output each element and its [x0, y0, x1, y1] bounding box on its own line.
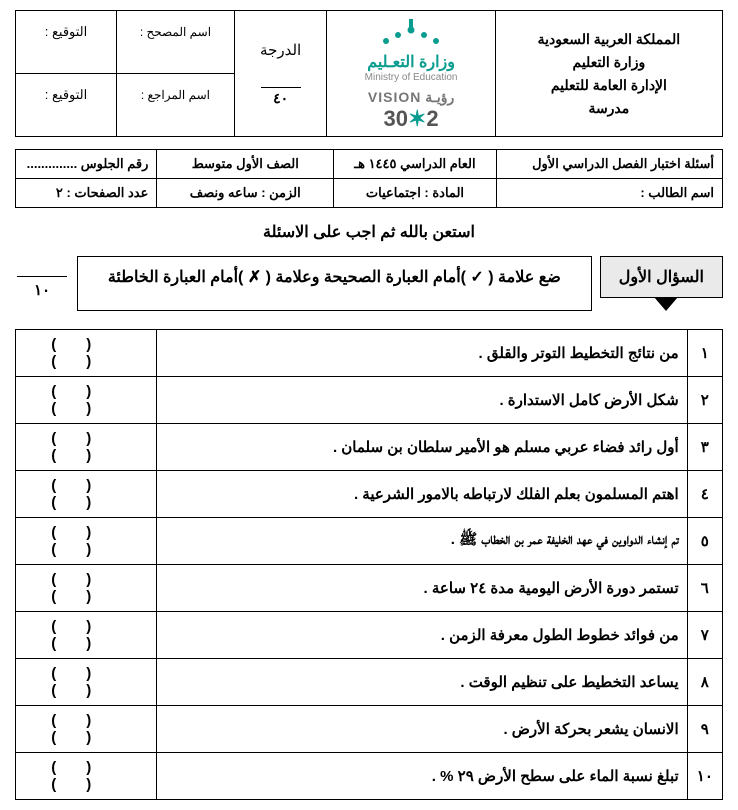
row-statement: اهتم المسلمون بعلم الفلك لارتباطه بالامو… — [157, 471, 687, 518]
question-header-row: السؤال الأول ضع علامة ( ✓ )أمام العبارة … — [15, 256, 723, 311]
reviewer-label: اسم المراجع : — [121, 88, 230, 102]
table-row: ٩الانسان يشعر بحركة الأرض .()() — [16, 706, 723, 753]
signature-cell-1: التوقيع : — [16, 11, 117, 74]
row-statement: تم إنشاء الدواوين في عهد الخليفة عمر بن … — [157, 518, 687, 565]
row-number: ٤ — [687, 471, 722, 518]
true-false-table: ١من نتائج التخطيط التوتر والقلق .()()٢شك… — [15, 329, 723, 800]
org-info-cell: المملكة العربية السعودية وزارة التعليم ا… — [495, 11, 722, 137]
grade-label: الدرجة — [239, 41, 323, 59]
signature-label-2: التوقيع : — [20, 87, 112, 103]
row-number: ١٠ — [687, 753, 722, 800]
row-answer-brackets: ()() — [16, 424, 157, 471]
ministry-name: وزارة التعليم — [500, 54, 718, 71]
logo-english: Ministry of Education — [331, 72, 490, 83]
table-row: ١من نتائج التخطيط التوتر والقلق .()() — [16, 330, 723, 377]
row-statement: تستمر دورة الأرض اليومية مدة ٢٤ ساعة . — [157, 565, 687, 612]
row-answer-brackets: ()() — [16, 565, 157, 612]
logo-cell: وزارة التعـليم Ministry of Education رؤي… — [327, 11, 495, 137]
mark-total: ١٠ — [15, 281, 69, 299]
instruction-text: استعن بالله ثم اجب على الاسئلة — [15, 222, 723, 242]
school-name: مدرسة — [500, 100, 718, 117]
examiner-cell: اسم المصحح : — [117, 11, 235, 74]
signature-cell-2: التوقيع : — [16, 74, 117, 137]
table-row: ٢شكل الأرض كامل الاستدارة .()() — [16, 377, 723, 424]
exam-title: أسئلة اختبار الفصل الدراسي الأول — [496, 150, 722, 179]
table-row: ٥تم إنشاء الدواوين في عهد الخليفة عمر بن… — [16, 518, 723, 565]
row-answer-brackets: ()() — [16, 330, 157, 377]
ministry-logo-icon — [376, 15, 446, 49]
class-level: الصف الأول متوسط — [157, 150, 334, 179]
row-answer-brackets: ()() — [16, 659, 157, 706]
duration: الزمن : ساعه ونصف — [157, 179, 334, 208]
question-1-mark: ١٠ — [15, 256, 69, 311]
row-number: ٢ — [687, 377, 722, 424]
row-number: ٣ — [687, 424, 722, 471]
examiner-label: اسم المصحح : — [121, 25, 230, 39]
table-row: ٤اهتم المسلمون بعلم الفلك لارتباطه بالام… — [16, 471, 723, 518]
row-statement: من نتائج التخطيط التوتر والقلق . — [157, 330, 687, 377]
vision-year: 2✶30 — [331, 106, 490, 132]
row-number: ٨ — [687, 659, 722, 706]
vision-label: رؤيـة VISION — [331, 89, 490, 106]
row-answer-brackets: ()() — [16, 471, 157, 518]
row-statement: شكل الأرض كامل الاستدارة . — [157, 377, 687, 424]
signature-label-1: التوقيع : — [20, 24, 112, 40]
row-answer-brackets: ()() — [16, 612, 157, 659]
exam-info-table: أسئلة اختبار الفصل الدراسي الأول العام ا… — [15, 149, 723, 208]
row-answer-brackets: ()() — [16, 753, 157, 800]
header-table: المملكة العربية السعودية وزارة التعليم ا… — [15, 10, 723, 137]
row-statement: تبلغ نسبة الماء على سطح الأرض ٢٩ % . — [157, 753, 687, 800]
question-1-text: ضع علامة ( ✓ )أمام العبارة الصحيحة وعلام… — [77, 256, 592, 311]
row-statement: من فوائد خطوط الطول معرفة الزمن . — [157, 612, 687, 659]
row-number: ٦ — [687, 565, 722, 612]
score-divider — [261, 87, 301, 88]
row-number: ١ — [687, 330, 722, 377]
table-row: ٦تستمر دورة الأرض اليومية مدة ٢٤ ساعة .(… — [16, 565, 723, 612]
row-number: ٥ — [687, 518, 722, 565]
logo-arabic: وزارة التعـليم — [331, 52, 490, 72]
academic-year: العام الدراسي ١٤٤٥ هـ — [334, 150, 497, 179]
country-name: المملكة العربية السعودية — [500, 31, 718, 48]
student-name: اسم الطالب : — [496, 179, 722, 208]
seat-number: رقم الجلوس .............. — [16, 150, 157, 179]
row-answer-brackets: ()() — [16, 377, 157, 424]
row-answer-brackets: ()() — [16, 706, 157, 753]
row-answer-brackets: ()() — [16, 518, 157, 565]
score-value: ٤٠ — [239, 90, 323, 107]
grade-cell: الدرجة ٤٠ — [234, 11, 327, 137]
reviewer-cell: اسم المراجع : — [117, 74, 235, 137]
row-number: ٩ — [687, 706, 722, 753]
row-statement: أول رائد فضاء عربي مسلم هو الأمير سلطان … — [157, 424, 687, 471]
page-count: عدد الصفحات : ٢ — [16, 179, 157, 208]
admin-name: الإدارة العامة للتعليم — [500, 77, 718, 94]
row-statement: الانسان يشعر بحركة الأرض . — [157, 706, 687, 753]
row-statement: يساعد التخطيط على تنظيم الوقت . — [157, 659, 687, 706]
table-row: ٣أول رائد فضاء عربي مسلم هو الأمير سلطان… — [16, 424, 723, 471]
subject: المادة : اجتماعيات — [334, 179, 497, 208]
row-number: ٧ — [687, 612, 722, 659]
table-row: ٧من فوائد خطوط الطول معرفة الزمن .()() — [16, 612, 723, 659]
table-row: ١٠تبلغ نسبة الماء على سطح الأرض ٢٩ % .()… — [16, 753, 723, 800]
question-1-badge: السؤال الأول — [600, 256, 723, 298]
table-row: ٨يساعد التخطيط على تنظيم الوقت .()() — [16, 659, 723, 706]
